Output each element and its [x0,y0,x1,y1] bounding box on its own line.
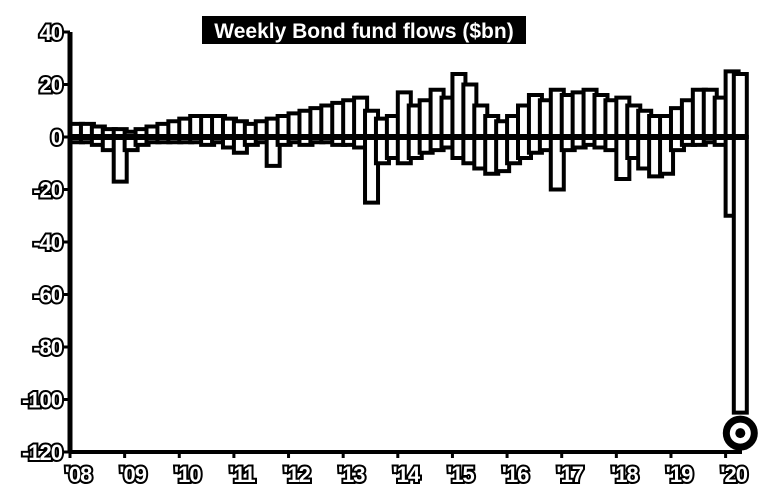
y-tick-label: -100 [22,388,63,413]
x-tick-label: '18 [611,462,638,487]
x-tick-label: '10 [174,462,201,487]
x-tick-label: '13 [338,462,365,487]
x-tick-labels: '08 '09 '10 '11 '12 '13 '14 '15 '16 '17 '18 '19 '20 [63,460,751,489]
latest-value-marker-center [735,428,746,439]
y-tick-label: 20 [40,73,63,98]
y-tick-label: -60 [33,283,63,308]
annotations [722,415,758,451]
chart-title-background [202,16,526,44]
x-tick-label: '08 [65,462,92,487]
x-tick-label: '20 [720,462,747,487]
y-tick-label: 0 [51,125,63,150]
x-tick-label: '15 [447,462,474,487]
x-tick-label: '12 [283,462,310,487]
y-tick-label: -80 [33,335,63,360]
bar-positive [731,72,749,139]
y-tick-label: -40 [33,230,63,255]
chart-title: Weekly Bond fund flows ($bn) [214,20,513,43]
x-tick-label: '09 [119,462,146,487]
x-tick-label: '19 [666,462,693,487]
chart-title-box: Weekly Bond fund flows ($bn) [202,16,526,44]
y-tick-label: -20 [33,178,63,203]
x-tick-label: '14 [392,462,420,487]
bar-negative [731,135,749,415]
x-tick-label: '17 [556,462,583,487]
x-tick-label: '16 [502,462,529,487]
x-tick-label: '11 [229,462,255,487]
y-tick-label: -120 [22,440,63,465]
y-tick-labels: 40 20 0 -20 -40 -60 -80 -100 -120 [20,18,66,467]
axes [64,30,747,458]
y-tick-label: 40 [40,20,63,45]
